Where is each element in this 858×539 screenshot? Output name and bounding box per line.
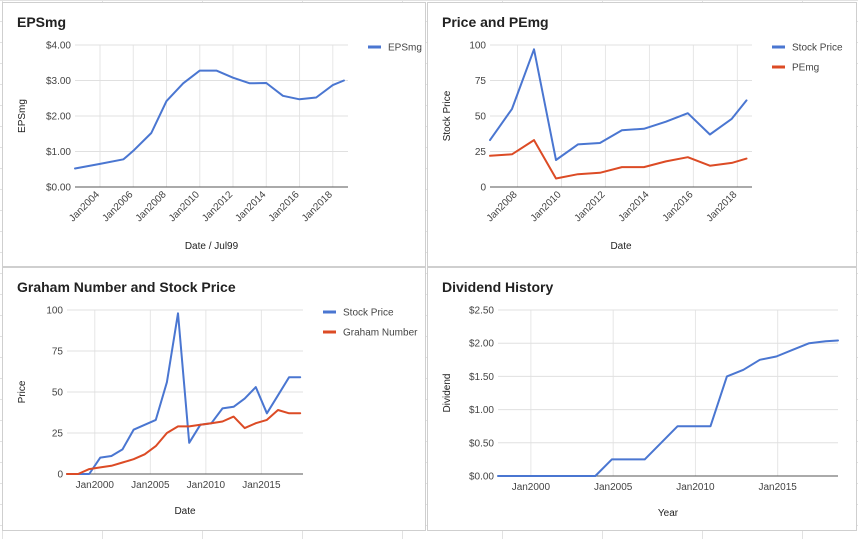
y-tick-label: $1.00: [46, 147, 71, 158]
x-tick-label: Jan2015: [242, 480, 281, 491]
stock-price-line: [489, 48, 748, 161]
y-tick-label: $4.00: [46, 41, 71, 52]
x-tick-label: Jan2000: [512, 482, 551, 493]
x-tick-label: Jan2018: [300, 189, 335, 224]
y-tick-label: 0: [57, 470, 63, 481]
x-tick-label: Jan2005: [131, 480, 170, 491]
y-tick-label: 0: [480, 183, 486, 194]
y-tick-label: 50: [475, 112, 487, 123]
y-axis-title: Dividend: [442, 374, 453, 413]
x-tick-label: Jan2006: [100, 189, 135, 224]
x-tick-label: Jan2010: [676, 482, 715, 493]
y-tick-label: $2.50: [469, 306, 494, 317]
chart-title: Graham Number and Stock Price: [17, 279, 236, 295]
x-tick-label: Jan2004: [67, 189, 102, 224]
x-axis-title: Date / Jul99: [185, 241, 239, 252]
x-tick-label: Jan2008: [485, 189, 520, 224]
price-pe-chart: Price and PEmg 0 25 50 75 100 Jan2008 Jan2010 Ja…: [442, 14, 843, 252]
y-tick-label: 75: [52, 347, 64, 358]
legend-label: Graham Number: [343, 328, 418, 339]
y-tick-label: $1.00: [469, 405, 494, 416]
y-tick-label: 25: [475, 147, 487, 158]
x-tick-label: Jan2000: [76, 480, 115, 491]
y-tick-label: 100: [46, 306, 63, 317]
chart-title: Dividend History: [442, 279, 553, 295]
x-tick-label: Jan2005: [594, 482, 633, 493]
x-tick-label: Jan2012: [573, 189, 608, 224]
x-axis-title: Date: [174, 506, 196, 517]
legend-label: EPSmg: [388, 43, 422, 54]
eps-chart-panel: EPSmg $0.00 $1.00 $2.00 $3.00 $4.00 Jan2004 Jan…: [2, 2, 426, 267]
y-tick-label: 100: [469, 41, 486, 52]
x-tick-label: Jan2010: [529, 189, 564, 224]
stock-price-line: [66, 312, 302, 475]
y-tick-label: $0.50: [469, 438, 494, 449]
legend-label: Stock Price: [792, 43, 843, 54]
x-tick-label: Jan2016: [661, 189, 696, 224]
graham-price-chart: Graham Number and Stock Price 0 25 50 75 100 J…: [17, 279, 418, 517]
y-tick-label: 25: [52, 429, 64, 440]
chart-title: EPSmg: [17, 14, 66, 30]
legend-label: PEmg: [792, 63, 819, 74]
x-axis-title: Date: [610, 241, 632, 252]
graham-number-line: [66, 409, 302, 475]
x-axis-title: Year: [658, 508, 679, 519]
y-axis-title: EPSmg: [17, 99, 28, 133]
dividend-chart: Dividend History $0.00 $0.50 $1.00 $1.50 $2.0…: [442, 279, 839, 519]
y-tick-label: $2.00: [46, 112, 71, 123]
y-axis-title: Price: [17, 380, 28, 403]
x-tick-label: Jan2014: [233, 189, 268, 224]
series-line: [497, 339, 839, 477]
price-pe-chart-panel: Price and PEmg 0 25 50 75 100 Jan2008 Jan2010 Ja…: [427, 2, 857, 267]
graham-chart-panel: Graham Number and Stock Price 0 25 50 75 100 J…: [2, 267, 426, 531]
x-tick-label: Jan2010: [167, 189, 202, 224]
y-tick-label: $1.50: [469, 372, 494, 383]
y-tick-label: $3.00: [46, 76, 71, 87]
y-axis-title: Stock Price: [442, 90, 453, 141]
x-tick-label: Jan2008: [134, 189, 169, 224]
x-tick-label: Jan2012: [200, 189, 235, 224]
x-tick-label: Jan2016: [267, 189, 302, 224]
y-tick-label: 75: [475, 76, 487, 87]
x-tick-label: Jan2014: [617, 189, 652, 224]
pemg-line: [489, 139, 748, 180]
x-tick-label: Jan2015: [758, 482, 797, 493]
x-tick-label: Jan2018: [705, 189, 740, 224]
dividend-chart-panel: Dividend History $0.00 $0.50 $1.00 $1.50 $2.0…: [427, 267, 857, 531]
y-tick-label: $2.00: [469, 339, 494, 350]
y-tick-label: $0.00: [46, 183, 71, 194]
y-tick-label: 50: [52, 388, 64, 399]
chart-title: Price and PEmg: [442, 14, 549, 30]
epsmg-line: [74, 69, 345, 170]
x-tick-label: Jan2010: [187, 480, 226, 491]
y-tick-label: $0.00: [469, 472, 494, 483]
legend-label: Stock Price: [343, 308, 394, 319]
eps-chart: EPSmg$0.00$1.00$2.00$3.00$4.00Jan2004Jan…: [17, 14, 422, 252]
